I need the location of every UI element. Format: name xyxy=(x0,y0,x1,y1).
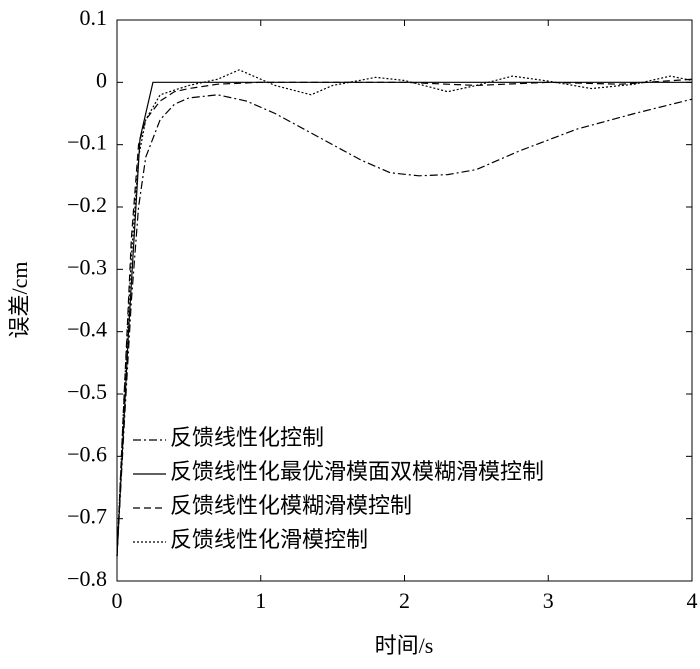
x-axis-label: 时间/s xyxy=(375,633,434,658)
legend-label: 反馈线性化模糊滑模控制 xyxy=(170,493,412,518)
y-tick-label: −0.7 xyxy=(67,504,107,529)
y-tick-label: −0.4 xyxy=(67,317,107,342)
series-line xyxy=(116,81,692,557)
y-tick-label: −0.2 xyxy=(67,192,107,217)
legend-label: 反馈线性化滑模控制 xyxy=(170,527,368,552)
x-tick-label: 4 xyxy=(687,588,698,613)
y-tick-label: −0.6 xyxy=(67,441,107,466)
y-tick-label: −0.8 xyxy=(67,566,107,591)
y-axis-label: 误差/cm xyxy=(7,262,32,339)
x-tick-label: 1 xyxy=(255,588,266,613)
y-tick-label: −0.5 xyxy=(67,379,107,404)
series-line xyxy=(116,69,693,557)
legend-label: 反馈线性化控制 xyxy=(170,425,324,450)
y-tick-label: 0 xyxy=(96,67,107,92)
series-line xyxy=(116,94,693,557)
legend-label: 反馈线性化最优滑模面双模糊滑模控制 xyxy=(170,459,544,484)
x-tick-label: 0 xyxy=(112,588,123,613)
x-tick-label: 2 xyxy=(399,588,410,613)
y-tick-label: 0.1 xyxy=(80,5,108,30)
x-tick-label: 3 xyxy=(543,588,554,613)
y-tick-label: −0.1 xyxy=(67,130,107,155)
series-line xyxy=(116,78,693,557)
y-tick-label: −0.3 xyxy=(67,254,107,279)
